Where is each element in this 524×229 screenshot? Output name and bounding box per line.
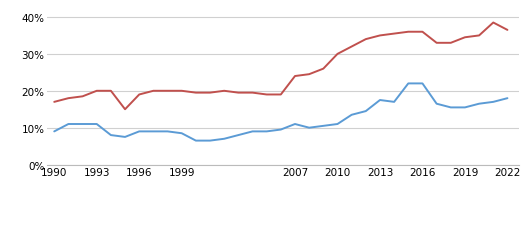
Evansville High School: [165, 131, 171, 133]
(WI) State Average: [377, 35, 383, 38]
(WI) State Average: [80, 95, 86, 98]
Evansville High School: [334, 123, 341, 126]
Evansville High School: [94, 123, 100, 126]
Evansville High School: [391, 101, 397, 104]
(WI) State Average: [476, 35, 482, 38]
(WI) State Average: [419, 31, 425, 34]
Evansville High School: [292, 123, 298, 126]
(WI) State Average: [447, 42, 454, 45]
Evansville High School: [150, 131, 157, 133]
Line: (WI) State Average: (WI) State Average: [54, 23, 507, 110]
(WI) State Average: [320, 68, 326, 71]
(WI) State Average: [94, 90, 100, 93]
Evansville High School: [122, 136, 128, 139]
(WI) State Average: [348, 46, 355, 49]
Evansville High School: [278, 129, 284, 131]
(WI) State Average: [306, 74, 312, 76]
(WI) State Average: [221, 90, 227, 93]
(WI) State Average: [179, 90, 185, 93]
(WI) State Average: [462, 37, 468, 39]
Evansville High School: [80, 123, 86, 126]
(WI) State Average: [504, 29, 510, 32]
Evansville High School: [51, 131, 58, 133]
Evansville High School: [264, 131, 270, 133]
Evansville High School: [476, 103, 482, 106]
(WI) State Average: [278, 94, 284, 96]
(WI) State Average: [193, 92, 199, 95]
(WI) State Average: [334, 53, 341, 56]
Evansville High School: [249, 131, 256, 133]
(WI) State Average: [51, 101, 58, 104]
(WI) State Average: [235, 92, 242, 95]
(WI) State Average: [363, 38, 369, 41]
Evansville High School: [377, 99, 383, 102]
(WI) State Average: [136, 94, 143, 96]
Evansville High School: [419, 83, 425, 85]
Evansville High School: [179, 132, 185, 135]
Evansville High School: [193, 140, 199, 142]
(WI) State Average: [433, 42, 440, 45]
Evansville High School: [490, 101, 496, 104]
(WI) State Average: [490, 22, 496, 25]
(WI) State Average: [207, 92, 213, 95]
Evansville High School: [235, 134, 242, 137]
Evansville High School: [221, 138, 227, 141]
Evansville High School: [462, 106, 468, 109]
(WI) State Average: [264, 94, 270, 96]
Evansville High School: [433, 103, 440, 106]
(WI) State Average: [249, 92, 256, 95]
Evansville High School: [348, 114, 355, 117]
Evansville High School: [320, 125, 326, 128]
(WI) State Average: [66, 97, 72, 100]
Evansville High School: [447, 106, 454, 109]
(WI) State Average: [405, 31, 411, 34]
Evansville High School: [306, 127, 312, 130]
Evansville High School: [108, 134, 114, 137]
Evansville High School: [363, 110, 369, 113]
Evansville High School: [136, 131, 143, 133]
Evansville High School: [207, 140, 213, 142]
(WI) State Average: [150, 90, 157, 93]
(WI) State Average: [292, 75, 298, 78]
Evansville High School: [405, 83, 411, 85]
Evansville High School: [66, 123, 72, 126]
(WI) State Average: [108, 90, 114, 93]
(WI) State Average: [165, 90, 171, 93]
(WI) State Average: [391, 33, 397, 36]
Evansville High School: [504, 97, 510, 100]
Line: Evansville High School: Evansville High School: [54, 84, 507, 141]
(WI) State Average: [122, 108, 128, 111]
